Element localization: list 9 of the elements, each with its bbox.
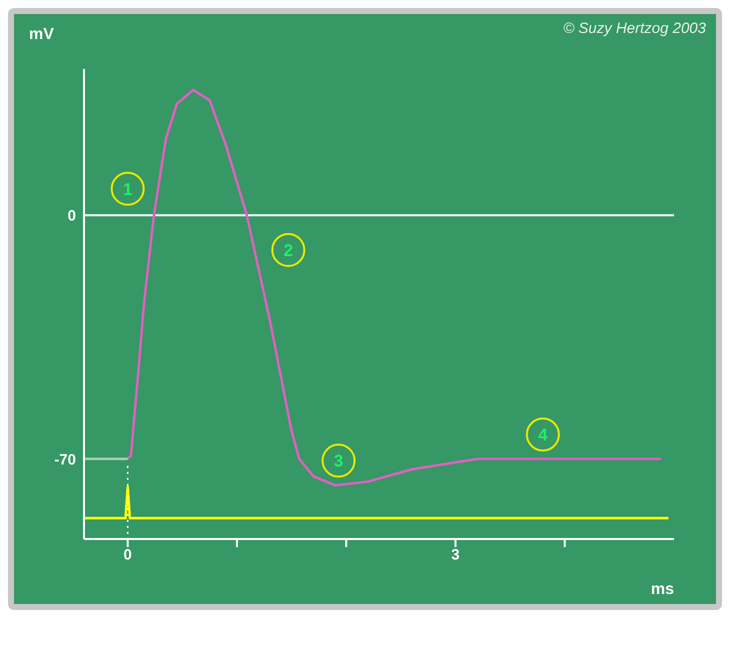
line-series bbox=[126, 88, 662, 487]
annotation: 3 bbox=[334, 452, 344, 471]
text: © Suzy Hertzog 2003 bbox=[563, 20, 706, 37]
annotation: 4 bbox=[538, 426, 548, 445]
annotation: 2 bbox=[284, 241, 294, 260]
y-axis-title: mV bbox=[29, 26, 54, 43]
annotation: 1 bbox=[122, 180, 132, 199]
y-tick-label: -70 bbox=[54, 451, 76, 468]
x-axis-title: ms bbox=[650, 581, 674, 598]
